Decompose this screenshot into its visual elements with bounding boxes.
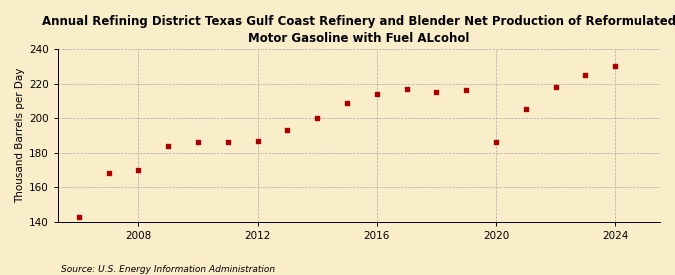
Text: Source: U.S. Energy Information Administration: Source: U.S. Energy Information Administ… <box>61 265 275 274</box>
Point <box>461 88 472 93</box>
Point <box>163 144 173 148</box>
Point <box>312 116 323 120</box>
Point <box>103 171 114 175</box>
Point <box>550 85 561 89</box>
Point <box>342 100 352 105</box>
Title: Annual Refining District Texas Gulf Coast Refinery and Blender Net Production of: Annual Refining District Texas Gulf Coas… <box>42 15 675 45</box>
Y-axis label: Thousand Barrels per Day: Thousand Barrels per Day <box>15 68 25 203</box>
Point <box>223 140 234 144</box>
Point <box>401 86 412 91</box>
Point <box>371 92 382 96</box>
Point <box>580 73 591 77</box>
Point <box>520 107 531 112</box>
Point <box>491 140 502 144</box>
Point <box>133 168 144 172</box>
Point <box>431 90 442 94</box>
Point <box>282 128 293 132</box>
Point <box>610 64 621 68</box>
Point <box>192 140 203 144</box>
Point <box>252 138 263 143</box>
Point <box>74 214 84 219</box>
